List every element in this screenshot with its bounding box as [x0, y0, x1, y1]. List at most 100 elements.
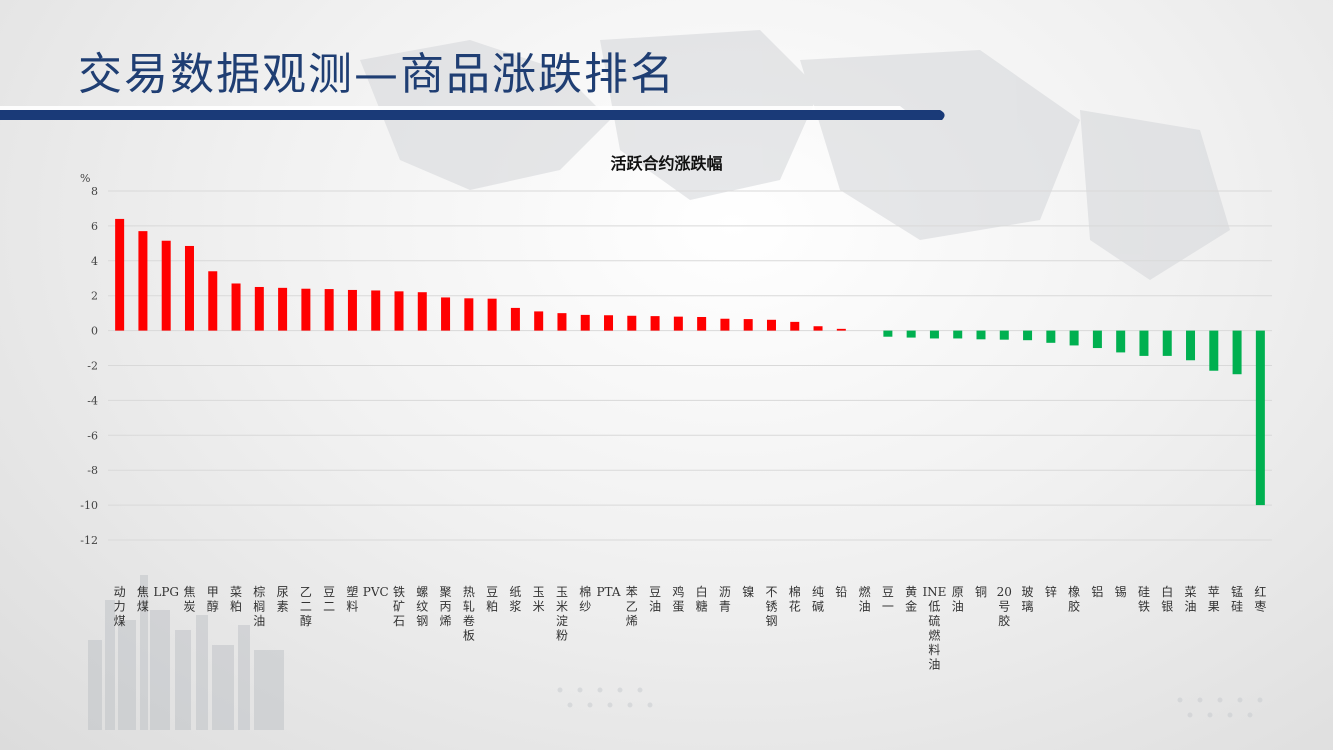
category-label: 锰硅	[1231, 584, 1243, 614]
category-label: PVC	[363, 585, 389, 599]
bar	[999, 330, 1009, 340]
y-tick-label: 0	[91, 325, 98, 338]
category-label: 沥青	[719, 585, 731, 614]
bar	[557, 313, 567, 331]
bar	[790, 321, 800, 331]
y-tick-label: 6	[91, 220, 98, 233]
y-tick-label: -4	[87, 394, 98, 407]
category-label: 焦煤	[137, 585, 149, 614]
bar	[604, 315, 614, 331]
category-label: 苯乙烯	[626, 585, 638, 628]
category-label: 尿素	[277, 585, 289, 614]
bar	[673, 316, 683, 331]
bar	[394, 291, 404, 331]
bar	[464, 298, 474, 331]
category-label: 黄金	[905, 585, 917, 614]
category-label: 豆二	[323, 585, 335, 614]
bar	[953, 330, 963, 339]
category-label: 铁矿石	[393, 585, 405, 628]
bar	[301, 288, 311, 331]
category-label: 橡胶	[1068, 585, 1080, 614]
y-tick-label: -12	[80, 534, 98, 547]
category-label: 豆一	[882, 585, 894, 614]
category-label: 苹果	[1208, 585, 1220, 614]
category-label: 镍	[742, 585, 754, 599]
category-label: PTA	[596, 585, 620, 599]
category-label: 玉米淀粉	[556, 585, 568, 643]
y-tick-label: 4	[91, 255, 98, 268]
bar	[115, 218, 125, 331]
category-label: 动力煤	[114, 585, 126, 628]
bar	[231, 283, 241, 331]
bar	[1092, 330, 1102, 349]
category-label: 20 号胶	[997, 585, 1012, 628]
category-label: 锡	[1115, 584, 1127, 599]
category-label: 热轧卷板	[463, 585, 475, 643]
category-label: 乙二醇	[300, 585, 312, 628]
category-label: 焦炭	[183, 585, 195, 614]
bar	[510, 307, 520, 331]
bar	[278, 287, 288, 331]
category-label: 原油	[952, 585, 964, 614]
category-label: 棕榈油	[253, 584, 265, 628]
bar	[324, 289, 334, 331]
category-label: 豆油	[649, 585, 661, 614]
bar	[743, 319, 753, 331]
bar	[697, 316, 707, 331]
bar	[836, 328, 846, 331]
y-tick-label: -6	[87, 429, 98, 442]
dotted-globe-icon	[557, 687, 1263, 718]
bar	[1069, 330, 1079, 346]
bar	[417, 292, 427, 331]
category-label: 棉纱	[579, 585, 591, 614]
bar	[1186, 330, 1196, 361]
bar	[976, 330, 986, 340]
bar	[929, 330, 939, 339]
bar	[184, 245, 194, 331]
y-tick-label: 8	[91, 185, 98, 198]
bar	[371, 290, 381, 331]
y-tick-label: -2	[87, 360, 98, 373]
bar	[1023, 330, 1033, 341]
category-label: 硅铁	[1138, 585, 1150, 614]
skyline-icon	[88, 575, 284, 730]
category-label: 铝	[1091, 584, 1103, 599]
bar	[138, 231, 148, 331]
bar	[1232, 330, 1242, 375]
bar	[883, 330, 893, 337]
category-label: 红枣	[1254, 584, 1266, 614]
category-label: 玉米	[533, 585, 545, 614]
category-label: 不锈钢	[765, 585, 777, 628]
bar	[347, 289, 357, 331]
category-label: 燃油	[859, 584, 871, 614]
chart-title: 活跃合约涨跌幅	[610, 154, 723, 173]
category-label: 纯碱	[812, 585, 824, 614]
category-label: 豆粕	[486, 585, 498, 614]
bar	[1209, 330, 1219, 371]
category-label: 菜油	[1185, 585, 1197, 614]
bar	[208, 271, 218, 331]
bar	[1046, 330, 1056, 343]
category-label: 螺纹钢	[416, 585, 428, 628]
bar	[1116, 330, 1126, 353]
category-label: 棉花	[789, 585, 801, 614]
category-label: 甲醇	[207, 585, 219, 614]
category-label: 铅	[835, 585, 847, 599]
category-label: 鸡蛋	[672, 584, 684, 614]
title-underline-bar	[0, 106, 945, 120]
category-label: LPG	[153, 585, 179, 599]
bar	[1139, 330, 1149, 356]
category-label: 铜	[975, 584, 987, 599]
bar	[1162, 330, 1172, 356]
bar	[580, 314, 590, 331]
bar	[487, 298, 497, 331]
category-label: INE 低硫燃料油	[922, 585, 946, 672]
y-axis-unit: %	[80, 172, 90, 185]
bar	[650, 316, 660, 331]
category-label: 锌	[1045, 585, 1057, 599]
category-label: 纸浆	[509, 585, 521, 614]
bar	[720, 318, 730, 331]
bar	[1255, 330, 1265, 506]
